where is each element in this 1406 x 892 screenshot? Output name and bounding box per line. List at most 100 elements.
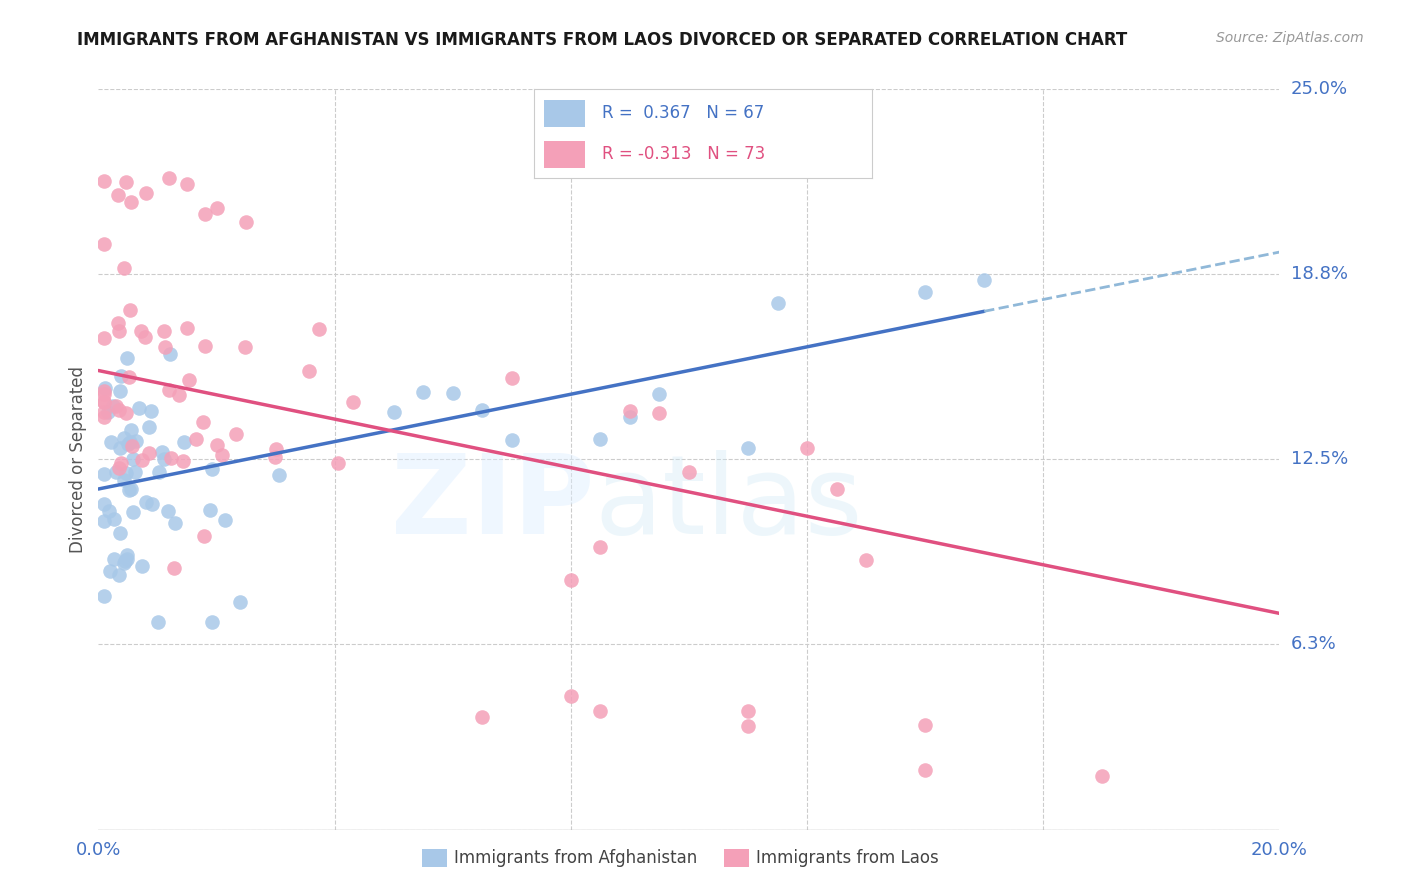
Point xyxy=(678,465,700,479)
Point xyxy=(205,437,228,451)
Point xyxy=(129,324,152,338)
Point xyxy=(138,420,160,434)
Point xyxy=(159,347,181,361)
Point xyxy=(93,498,115,512)
Point xyxy=(267,468,290,483)
Point xyxy=(93,174,115,188)
Point xyxy=(93,384,115,399)
Point xyxy=(194,206,217,220)
Point xyxy=(115,551,138,566)
Point xyxy=(264,442,287,456)
Point xyxy=(560,690,582,704)
Point xyxy=(167,388,190,402)
Point xyxy=(93,405,115,419)
Point xyxy=(737,719,759,733)
Text: Immigrants from Laos: Immigrants from Laos xyxy=(756,849,939,867)
Point xyxy=(176,321,198,335)
Bar xyxy=(544,100,585,127)
Point xyxy=(117,549,139,563)
Point xyxy=(125,434,148,448)
Point xyxy=(110,456,132,470)
Point xyxy=(120,482,142,496)
Point xyxy=(93,331,115,345)
Point xyxy=(107,403,129,417)
Point xyxy=(179,373,201,387)
Point xyxy=(93,236,115,251)
Point xyxy=(855,553,877,567)
Point xyxy=(148,465,170,479)
Point xyxy=(107,188,129,202)
Point xyxy=(120,423,142,437)
Point xyxy=(200,503,222,517)
Text: Source: ZipAtlas.com: Source: ZipAtlas.com xyxy=(1216,31,1364,45)
Point xyxy=(131,559,153,574)
Point xyxy=(105,465,128,479)
Point xyxy=(205,201,228,215)
Point xyxy=(211,448,233,462)
Point xyxy=(163,561,186,575)
Point xyxy=(107,316,129,330)
Text: IMMIGRANTS FROM AFGHANISTAN VS IMMIGRANTS FROM LAOS DIVORCED OR SEPARATED CORREL: IMMIGRANTS FROM AFGHANISTAN VS IMMIGRANT… xyxy=(77,31,1128,49)
Y-axis label: Divorced or Separated: Divorced or Separated xyxy=(69,366,87,553)
Point xyxy=(110,441,132,455)
Point xyxy=(589,432,612,446)
Point xyxy=(737,704,759,718)
Point xyxy=(115,175,138,189)
Point xyxy=(235,215,257,229)
Point xyxy=(233,340,256,354)
Point xyxy=(103,512,125,526)
Point xyxy=(766,296,789,310)
Point xyxy=(193,415,215,429)
Text: 20.0%: 20.0% xyxy=(1251,840,1308,859)
Point xyxy=(93,386,115,401)
Point xyxy=(619,409,641,424)
Point xyxy=(114,553,136,567)
Point xyxy=(93,410,115,425)
Point xyxy=(135,495,157,509)
Point xyxy=(412,385,434,400)
Point xyxy=(93,514,115,528)
Text: 12.5%: 12.5% xyxy=(1291,450,1348,468)
Point xyxy=(135,186,157,200)
Point xyxy=(298,364,321,378)
Point xyxy=(108,324,131,338)
Point xyxy=(342,395,364,409)
Point xyxy=(153,452,176,467)
Point xyxy=(184,432,207,446)
Point xyxy=(648,386,671,401)
Point xyxy=(94,381,117,395)
Point xyxy=(114,406,136,420)
Text: 25.0%: 25.0% xyxy=(1291,80,1348,98)
Point xyxy=(118,302,141,317)
Point xyxy=(112,432,135,446)
Point xyxy=(112,556,135,570)
Point xyxy=(93,467,115,481)
Point xyxy=(471,402,494,417)
Point xyxy=(914,285,936,299)
Point xyxy=(619,403,641,417)
Point xyxy=(308,321,330,335)
Point xyxy=(118,483,141,498)
Point xyxy=(103,552,125,566)
Point xyxy=(153,324,176,338)
Text: R = -0.313   N = 73: R = -0.313 N = 73 xyxy=(602,145,765,163)
Point xyxy=(134,330,156,344)
Point xyxy=(108,568,131,582)
Point xyxy=(157,171,180,186)
Point xyxy=(114,466,136,480)
Point xyxy=(501,433,523,447)
Point xyxy=(914,764,936,778)
Point xyxy=(122,505,145,519)
Point xyxy=(441,386,464,401)
Point xyxy=(150,444,173,458)
Point xyxy=(117,436,139,450)
Point xyxy=(98,564,121,578)
Point xyxy=(229,595,252,609)
Point xyxy=(104,399,127,413)
Point xyxy=(100,435,122,450)
Text: ZIP: ZIP xyxy=(391,450,595,558)
Point xyxy=(112,473,135,487)
Point xyxy=(160,450,183,465)
Point xyxy=(560,573,582,587)
Point xyxy=(131,453,153,467)
